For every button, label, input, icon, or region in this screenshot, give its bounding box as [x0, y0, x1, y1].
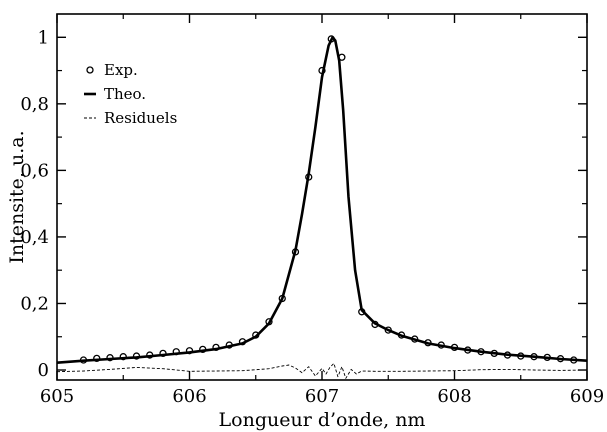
- residuels-line: [56, 362, 588, 379]
- legend: Exp. Theo. Residuels: [84, 61, 177, 127]
- theo-line: [56, 35, 588, 364]
- x-tick-label: 607: [305, 386, 339, 407]
- x-axis-label: Longueur d’onde, nm: [219, 409, 426, 431]
- x-tick-label: 608: [437, 386, 471, 407]
- y-tick-label: 0: [38, 360, 49, 381]
- y-tick-label: 0,4: [20, 227, 49, 248]
- legend-label: Theo.: [104, 85, 146, 103]
- legend-marker-exp: [86, 66, 94, 74]
- legend-label: Exp.: [104, 61, 138, 79]
- exp-data-point: [159, 349, 167, 358]
- axis-ticks: 605 606 607 608 609 0 0,2 0,4 0,6 0,8 1: [20, 14, 604, 407]
- x-tick-label: 609: [570, 386, 604, 407]
- plot-area: [56, 35, 588, 379]
- x-tick-label: 606: [172, 386, 206, 407]
- legend-label: Residuels: [104, 109, 177, 127]
- y-tick-label: 1: [38, 27, 49, 48]
- y-tick-label: 0,2: [20, 293, 49, 314]
- y-tick-label: 0,6: [20, 160, 49, 181]
- y-axis-label: Intensite, u.a.: [6, 130, 28, 263]
- y-tick-label: 0,8: [20, 94, 49, 115]
- exp-data-point: [119, 353, 127, 361]
- x-tick-label: 605: [40, 386, 74, 407]
